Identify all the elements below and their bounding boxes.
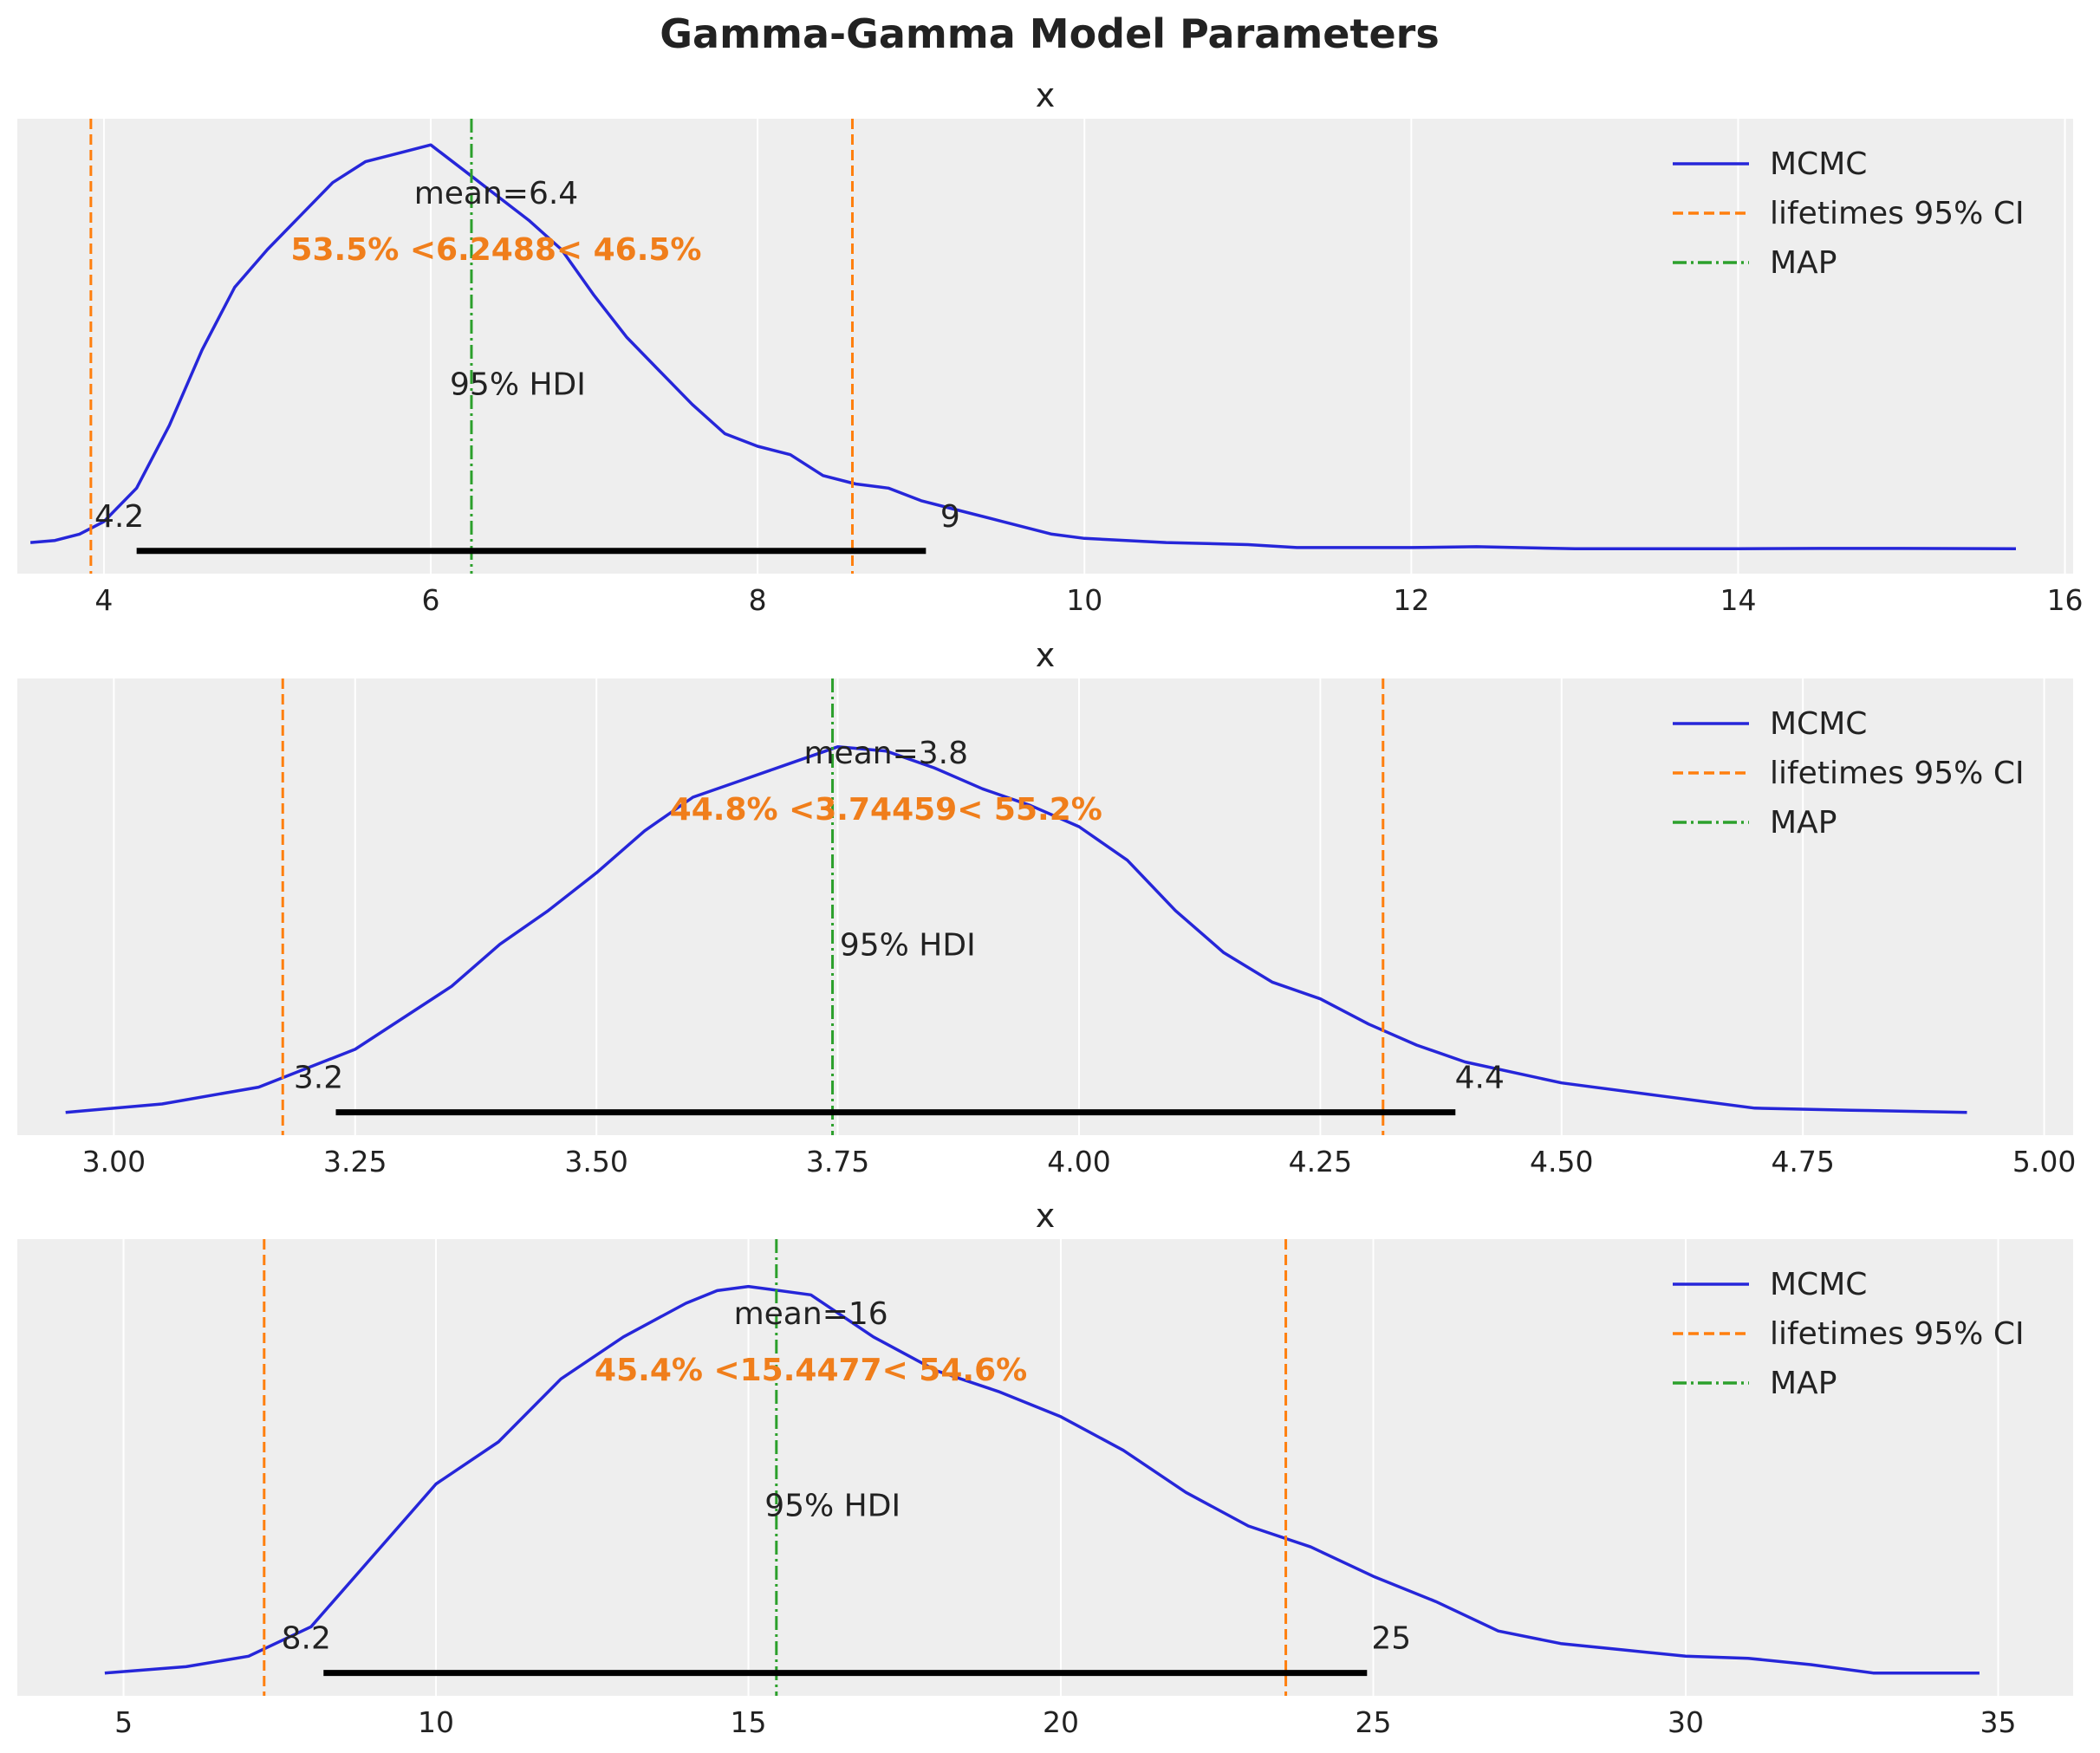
panel-title: x <box>1036 1197 1056 1235</box>
hdi-low-label: 8.2 <box>282 1621 331 1657</box>
x-tick-label: 5 <box>114 1705 133 1739</box>
x-tick-label: 4.00 <box>1047 1145 1110 1178</box>
x-tick-label: 3.50 <box>564 1145 627 1178</box>
x-tick-label: 3.00 <box>82 1145 146 1178</box>
x-tick-label: 6 <box>422 583 440 617</box>
x-tick-label: 35 <box>1980 1705 2016 1739</box>
legend-label: MAP <box>1770 245 1837 281</box>
legend-label: lifetimes 95% CI <box>1770 756 2025 791</box>
x-tick-label: 4.25 <box>1289 1145 1352 1178</box>
x-tick-label: 15 <box>731 1705 767 1739</box>
hdi-high-label: 9 <box>940 499 960 535</box>
reference-label: 53.5% <6.2488< 46.5% <box>290 232 701 268</box>
hdi-label: 95% HDI <box>450 367 586 402</box>
reference-label: 44.8% <3.74459< 55.2% <box>670 792 1102 828</box>
legend-label: MCMC <box>1770 706 1867 742</box>
x-tick-label: 4.50 <box>1530 1145 1593 1178</box>
legend-label: MCMC <box>1770 146 1867 182</box>
plot-area <box>17 678 2073 1135</box>
panels-container: x 4 6 8 10 12 14 16 4.2 9 mean=6.4 53.5% <6.2488< 4… <box>17 76 2084 1739</box>
hdi-high-label: 25 <box>1371 1621 1411 1657</box>
mcmc-density-line <box>65 745 1967 1114</box>
x-tick-label: 5.00 <box>2012 1145 2076 1178</box>
x-tick-label: 4 <box>94 583 113 617</box>
x-tick-label: 14 <box>1720 583 1756 617</box>
hdi-label: 95% HDI <box>764 1488 900 1523</box>
x-tick-label: 20 <box>1043 1705 1079 1739</box>
hdi-high-label: 4.4 <box>1455 1061 1505 1096</box>
x-tick-label: 16 <box>2047 583 2084 617</box>
hdi-low-label: 3.2 <box>294 1061 343 1096</box>
x-tick-label: 3.25 <box>323 1145 387 1178</box>
legend-label: MAP <box>1770 805 1837 841</box>
figure-title: Gamma-Gamma Model Parameters <box>660 10 1439 57</box>
x-tick-label: 30 <box>1668 1705 1704 1739</box>
reference-label: 45.4% <15.4477< 54.6% <box>595 1353 1027 1388</box>
panel-title: x <box>1036 76 1056 114</box>
plot-area <box>17 119 2073 574</box>
legend-label: MAP <box>1770 1366 1837 1401</box>
panel-title: x <box>1036 636 1056 674</box>
mean-label: mean=6.4 <box>414 176 579 211</box>
hdi-low-label: 4.2 <box>94 499 144 535</box>
x-tick-label: 4.75 <box>1771 1145 1834 1178</box>
chart-panel-1: x 4 6 8 10 12 14 16 4.2 9 mean=6.4 53.5% <6.2488< 4… <box>17 76 2084 617</box>
plot-area <box>17 1239 2073 1696</box>
hdi-label: 95% HDI <box>840 927 976 963</box>
x-tick-label: 12 <box>1393 583 1429 617</box>
x-tick-label: 8 <box>749 583 767 617</box>
legend-label: lifetimes 95% CI <box>1770 196 2025 231</box>
chart-panel-2: x 3.00 3.25 3.50 3.75 4.00 4.25 4.50 4.75 5.00 3.2… <box>17 636 2076 1178</box>
mcmc-density-line <box>29 143 2017 551</box>
mcmc-density-line <box>104 1284 1980 1675</box>
chart-panel-3: x 5 10 15 20 25 30 35 8.2 25 mean=16 45.4% <15.4477… <box>17 1197 2073 1739</box>
mean-label: mean=16 <box>734 1296 888 1332</box>
legend-label: MCMC <box>1770 1267 1867 1302</box>
mean-label: mean=3.8 <box>803 736 968 771</box>
x-tick-label: 3.75 <box>806 1145 869 1178</box>
x-tick-label: 10 <box>418 1705 454 1739</box>
x-tick-label: 10 <box>1066 583 1102 617</box>
x-tick-label: 25 <box>1356 1705 1392 1739</box>
legend-label: lifetimes 95% CI <box>1770 1316 2025 1352</box>
